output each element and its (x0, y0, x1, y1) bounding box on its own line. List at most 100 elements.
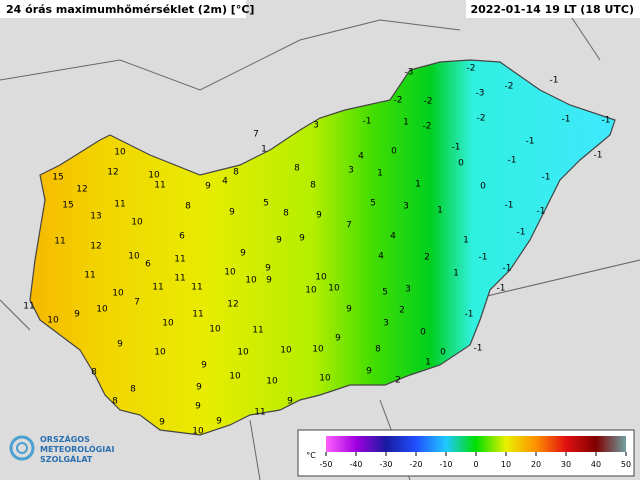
station-value: 15 (52, 173, 63, 183)
legend-tick-label: 20 (531, 460, 541, 469)
logo-line: ORSZÁGOS (40, 433, 90, 444)
color-bar (326, 436, 626, 452)
station-value: -1 (508, 156, 517, 166)
station-value: 2 (424, 253, 430, 263)
legend-tick-label: -10 (439, 460, 452, 469)
station-value: 10 (209, 325, 221, 335)
station-value: 0 (458, 159, 464, 169)
station-value: -3 (476, 89, 485, 99)
station-value: 8 (310, 181, 316, 191)
station-value: 9 (196, 383, 202, 393)
station-value: 3 (383, 319, 389, 329)
legend-tick-label: 40 (591, 460, 601, 469)
station-value: 4 (378, 252, 384, 262)
legend-tick-label: -30 (379, 460, 392, 469)
station-value: 5 (370, 199, 376, 209)
station-value: 11 (114, 200, 125, 210)
station-value: -1 (479, 253, 488, 263)
station-value: 9 (205, 182, 211, 192)
legend-tick-label: 10 (501, 460, 511, 469)
station-value: 9 (159, 418, 165, 428)
station-value: 9 (335, 334, 341, 344)
station-value: -2 (423, 122, 432, 132)
station-value: 10 (319, 374, 331, 384)
station-value: 11 (252, 326, 263, 336)
station-value: 4 (358, 152, 364, 162)
station-value: 5 (263, 199, 269, 209)
legend-tick-label: -50 (319, 460, 332, 469)
station-value: 9 (299, 234, 305, 244)
station-value: 3 (403, 202, 409, 212)
station-value: 11 (191, 283, 202, 293)
station-value: 10 (148, 171, 160, 181)
station-value: 9 (74, 310, 80, 320)
station-value: 9 (265, 264, 271, 274)
time-box (466, 0, 640, 18)
hungary (29, 59, 616, 436)
station-value: -1 (497, 284, 506, 294)
station-value: 9 (266, 276, 272, 286)
station-value: 10 (312, 345, 324, 355)
station-value: 9 (117, 340, 123, 350)
station-value: -1 (542, 173, 551, 183)
title: 24 órás maximumhőmérséklet (2m) [°C] (6, 3, 254, 16)
station-value: 12 (90, 242, 101, 252)
station-value: -2 (394, 96, 403, 106)
station-value: -1 (363, 117, 372, 127)
station-value: -1 (505, 201, 514, 211)
station-value: 9 (229, 208, 235, 218)
station-value: -2 (467, 64, 476, 74)
station-value: 15 (62, 201, 73, 211)
station-value: 9 (366, 367, 372, 377)
station-value: 8 (91, 368, 97, 378)
station-value: 12 (76, 185, 87, 195)
station-value: 3 (405, 285, 411, 295)
station-value: 3 (348, 166, 354, 176)
station-value: 10 (114, 148, 126, 158)
station-value: 10 (328, 284, 340, 294)
station-value: -1 (602, 116, 611, 126)
station-value: 7 (253, 130, 259, 140)
station-value: 10 (96, 305, 108, 315)
station-value: -1 (452, 143, 461, 153)
station-value: 9 (240, 249, 246, 259)
station-value: 1 (463, 236, 469, 246)
station-value: 9 (201, 361, 207, 371)
station-value: 10 (112, 289, 124, 299)
station-value: 6 (179, 232, 185, 242)
station-value: 11 (54, 237, 65, 247)
station-value: 11 (174, 255, 185, 265)
station-value: 12 (227, 300, 238, 310)
station-value: 8 (283, 209, 289, 219)
station-value: -3 (405, 68, 414, 78)
station-value: 0 (480, 182, 486, 192)
legend-unit: °C (306, 451, 316, 460)
station-value: 5 (382, 288, 388, 298)
station-value: -1 (594, 151, 603, 161)
station-value: 6 (145, 260, 151, 270)
station-value: 9 (287, 397, 293, 407)
station-value: -1 (474, 344, 483, 354)
legend-tick-label: -20 (409, 460, 422, 469)
station-value: -1 (465, 310, 474, 320)
legend-tick-label: 50 (621, 460, 631, 469)
station-value: 8 (375, 345, 381, 355)
station-value: 2 (395, 376, 401, 386)
station-value: 1 (377, 169, 383, 179)
station-value: 9 (195, 402, 201, 412)
station-value: 7 (134, 298, 140, 308)
station-value: 11 (174, 274, 185, 284)
timestamp: 2022-01-14 19 LT (18 UTC) (470, 3, 634, 16)
station-value: 10 (305, 286, 317, 296)
station-value: 1 (453, 269, 459, 279)
station-value: 10 (245, 276, 257, 286)
logo-line: SZOLGÁLAT (40, 453, 93, 464)
station-value: 8 (233, 168, 239, 178)
station-value: 10 (280, 346, 292, 356)
logo: ORSZÁGOS METEOROLÓGIAI SZOLGÁLAT (9, 433, 114, 464)
station-value: 4 (222, 177, 228, 187)
station-value: 10 (229, 372, 241, 382)
station-value: 12 (107, 168, 118, 178)
station-value: -1 (537, 207, 546, 217)
station-value: 8 (112, 397, 118, 407)
